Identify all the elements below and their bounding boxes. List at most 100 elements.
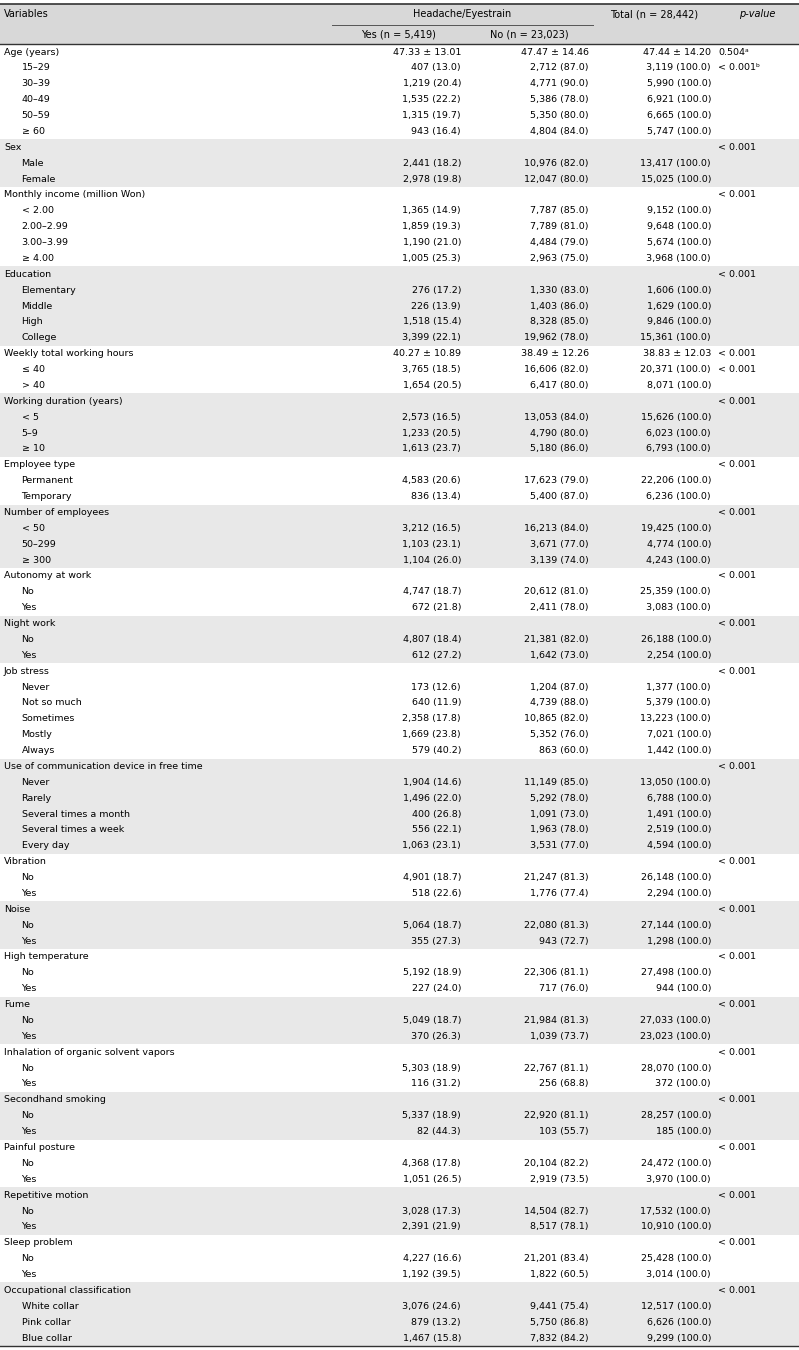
Bar [0, 1266, 799, 1282]
Text: 23,023 (100.0): 23,023 (100.0) [640, 1031, 711, 1041]
Text: 2,391 (21.9): 2,391 (21.9) [403, 1222, 461, 1231]
Text: Occupational classification: Occupational classification [4, 1287, 131, 1295]
Text: White collar: White collar [22, 1301, 78, 1311]
Text: 1,039 (73.7): 1,039 (73.7) [530, 1031, 589, 1041]
Bar [0, 59, 799, 76]
Text: 2,919 (73.5): 2,919 (73.5) [531, 1174, 589, 1184]
Text: 6,023 (100.0): 6,023 (100.0) [646, 428, 711, 437]
Text: 370 (26.3): 370 (26.3) [411, 1031, 461, 1041]
Bar [0, 315, 799, 329]
Text: Sleep problem: Sleep problem [4, 1238, 73, 1247]
Text: Pink collar: Pink collar [22, 1318, 70, 1327]
Text: 943 (72.7): 943 (72.7) [539, 937, 589, 945]
Bar [0, 489, 799, 505]
Text: ≥ 60: ≥ 60 [22, 127, 45, 136]
Text: 1,606 (100.0): 1,606 (100.0) [646, 286, 711, 294]
Text: 13,223 (100.0): 13,223 (100.0) [640, 714, 711, 724]
Text: 943 (16.4): 943 (16.4) [411, 127, 461, 136]
Text: 30–39: 30–39 [22, 80, 50, 88]
Bar [0, 155, 799, 171]
Text: 5,064 (18.7): 5,064 (18.7) [403, 921, 461, 930]
Bar [0, 695, 799, 711]
Text: Never: Never [22, 778, 50, 787]
Text: 15,626 (100.0): 15,626 (100.0) [641, 413, 711, 421]
Text: < 0.001: < 0.001 [718, 1191, 757, 1200]
Text: 38.83 ± 12.03: 38.83 ± 12.03 [642, 350, 711, 358]
Text: 25,428 (100.0): 25,428 (100.0) [641, 1254, 711, 1264]
Bar [0, 235, 799, 251]
Text: 227 (24.0): 227 (24.0) [411, 984, 461, 994]
Bar [0, 1250, 799, 1266]
Text: 3,531 (77.0): 3,531 (77.0) [530, 841, 589, 850]
Bar [0, 1108, 799, 1123]
Text: 879 (13.2): 879 (13.2) [411, 1318, 461, 1327]
Text: 407 (13.0): 407 (13.0) [411, 63, 461, 73]
Text: < 0.001: < 0.001 [718, 1000, 757, 1008]
Text: 38.49 ± 12.26: 38.49 ± 12.26 [521, 350, 589, 358]
Bar [0, 4, 799, 45]
Text: 6,417 (80.0): 6,417 (80.0) [531, 381, 589, 390]
Text: 20,612 (81.0): 20,612 (81.0) [524, 587, 589, 597]
Text: High temperature: High temperature [4, 953, 89, 961]
Text: 21,201 (83.4): 21,201 (83.4) [524, 1254, 589, 1264]
Bar [0, 806, 799, 822]
Text: 22,206 (100.0): 22,206 (100.0) [641, 477, 711, 485]
Bar [0, 568, 799, 585]
Text: 5,180 (86.0): 5,180 (86.0) [531, 444, 589, 454]
Text: 82 (44.3): 82 (44.3) [417, 1127, 461, 1137]
Text: 21,984 (81.3): 21,984 (81.3) [524, 1017, 589, 1025]
Text: 579 (40.2): 579 (40.2) [411, 747, 461, 755]
Text: 4,739 (88.0): 4,739 (88.0) [531, 698, 589, 707]
Text: Monthly income (million Won): Monthly income (million Won) [4, 190, 145, 200]
Bar [0, 1172, 799, 1187]
Text: 4,368 (17.8): 4,368 (17.8) [403, 1158, 461, 1168]
Text: 5,750 (86.8): 5,750 (86.8) [531, 1318, 589, 1327]
Bar [0, 1314, 799, 1330]
Text: Mostly: Mostly [22, 730, 53, 740]
Text: Variables: Variables [4, 9, 49, 19]
Text: < 0.001: < 0.001 [718, 460, 757, 470]
Text: Job stress: Job stress [4, 667, 50, 676]
Text: 1,204 (87.0): 1,204 (87.0) [531, 683, 589, 691]
Text: 5,337 (18.9): 5,337 (18.9) [402, 1111, 461, 1120]
Text: Middle: Middle [22, 301, 53, 310]
Text: 3,968 (100.0): 3,968 (100.0) [646, 254, 711, 263]
Bar [0, 378, 799, 393]
Text: Yes: Yes [22, 603, 37, 612]
Text: 3,139 (74.0): 3,139 (74.0) [530, 556, 589, 564]
Bar [0, 139, 799, 155]
Text: < 0.001: < 0.001 [718, 904, 757, 914]
Text: > 40: > 40 [22, 381, 45, 390]
Text: Use of communication device in free time: Use of communication device in free time [4, 761, 203, 771]
Text: 4,594 (100.0): 4,594 (100.0) [646, 841, 711, 850]
Text: 2,411 (78.0): 2,411 (78.0) [531, 603, 589, 612]
Text: ≥ 4.00: ≥ 4.00 [22, 254, 54, 263]
Bar [0, 1219, 799, 1235]
Text: Always: Always [22, 747, 55, 755]
Text: 5,292 (78.0): 5,292 (78.0) [531, 794, 589, 803]
Text: < 0.001: < 0.001 [718, 508, 757, 517]
Text: 2,358 (17.8): 2,358 (17.8) [403, 714, 461, 724]
Text: < 50: < 50 [22, 524, 45, 533]
Text: High: High [22, 317, 43, 327]
Bar [0, 1060, 799, 1076]
Bar [0, 1235, 799, 1250]
Text: 19,425 (100.0): 19,425 (100.0) [641, 524, 711, 533]
Bar [0, 1076, 799, 1092]
Text: 185 (100.0): 185 (100.0) [656, 1127, 711, 1137]
Text: No: No [22, 1254, 34, 1264]
Bar [0, 1029, 799, 1045]
Text: 1,518 (15.4): 1,518 (15.4) [403, 317, 461, 327]
Text: No: No [22, 587, 34, 597]
Text: 355 (27.3): 355 (27.3) [411, 937, 461, 945]
Text: 15–29: 15–29 [22, 63, 50, 73]
Text: No: No [22, 634, 34, 644]
Bar [0, 45, 799, 59]
Text: 10,865 (82.0): 10,865 (82.0) [524, 714, 589, 724]
Bar [0, 536, 799, 552]
Text: 1,298 (100.0): 1,298 (100.0) [646, 937, 711, 945]
Text: 9,846 (100.0): 9,846 (100.0) [646, 317, 711, 327]
Text: Education: Education [4, 270, 51, 279]
Text: 1,669 (23.8): 1,669 (23.8) [403, 730, 461, 740]
Text: 3,076 (24.6): 3,076 (24.6) [403, 1301, 461, 1311]
